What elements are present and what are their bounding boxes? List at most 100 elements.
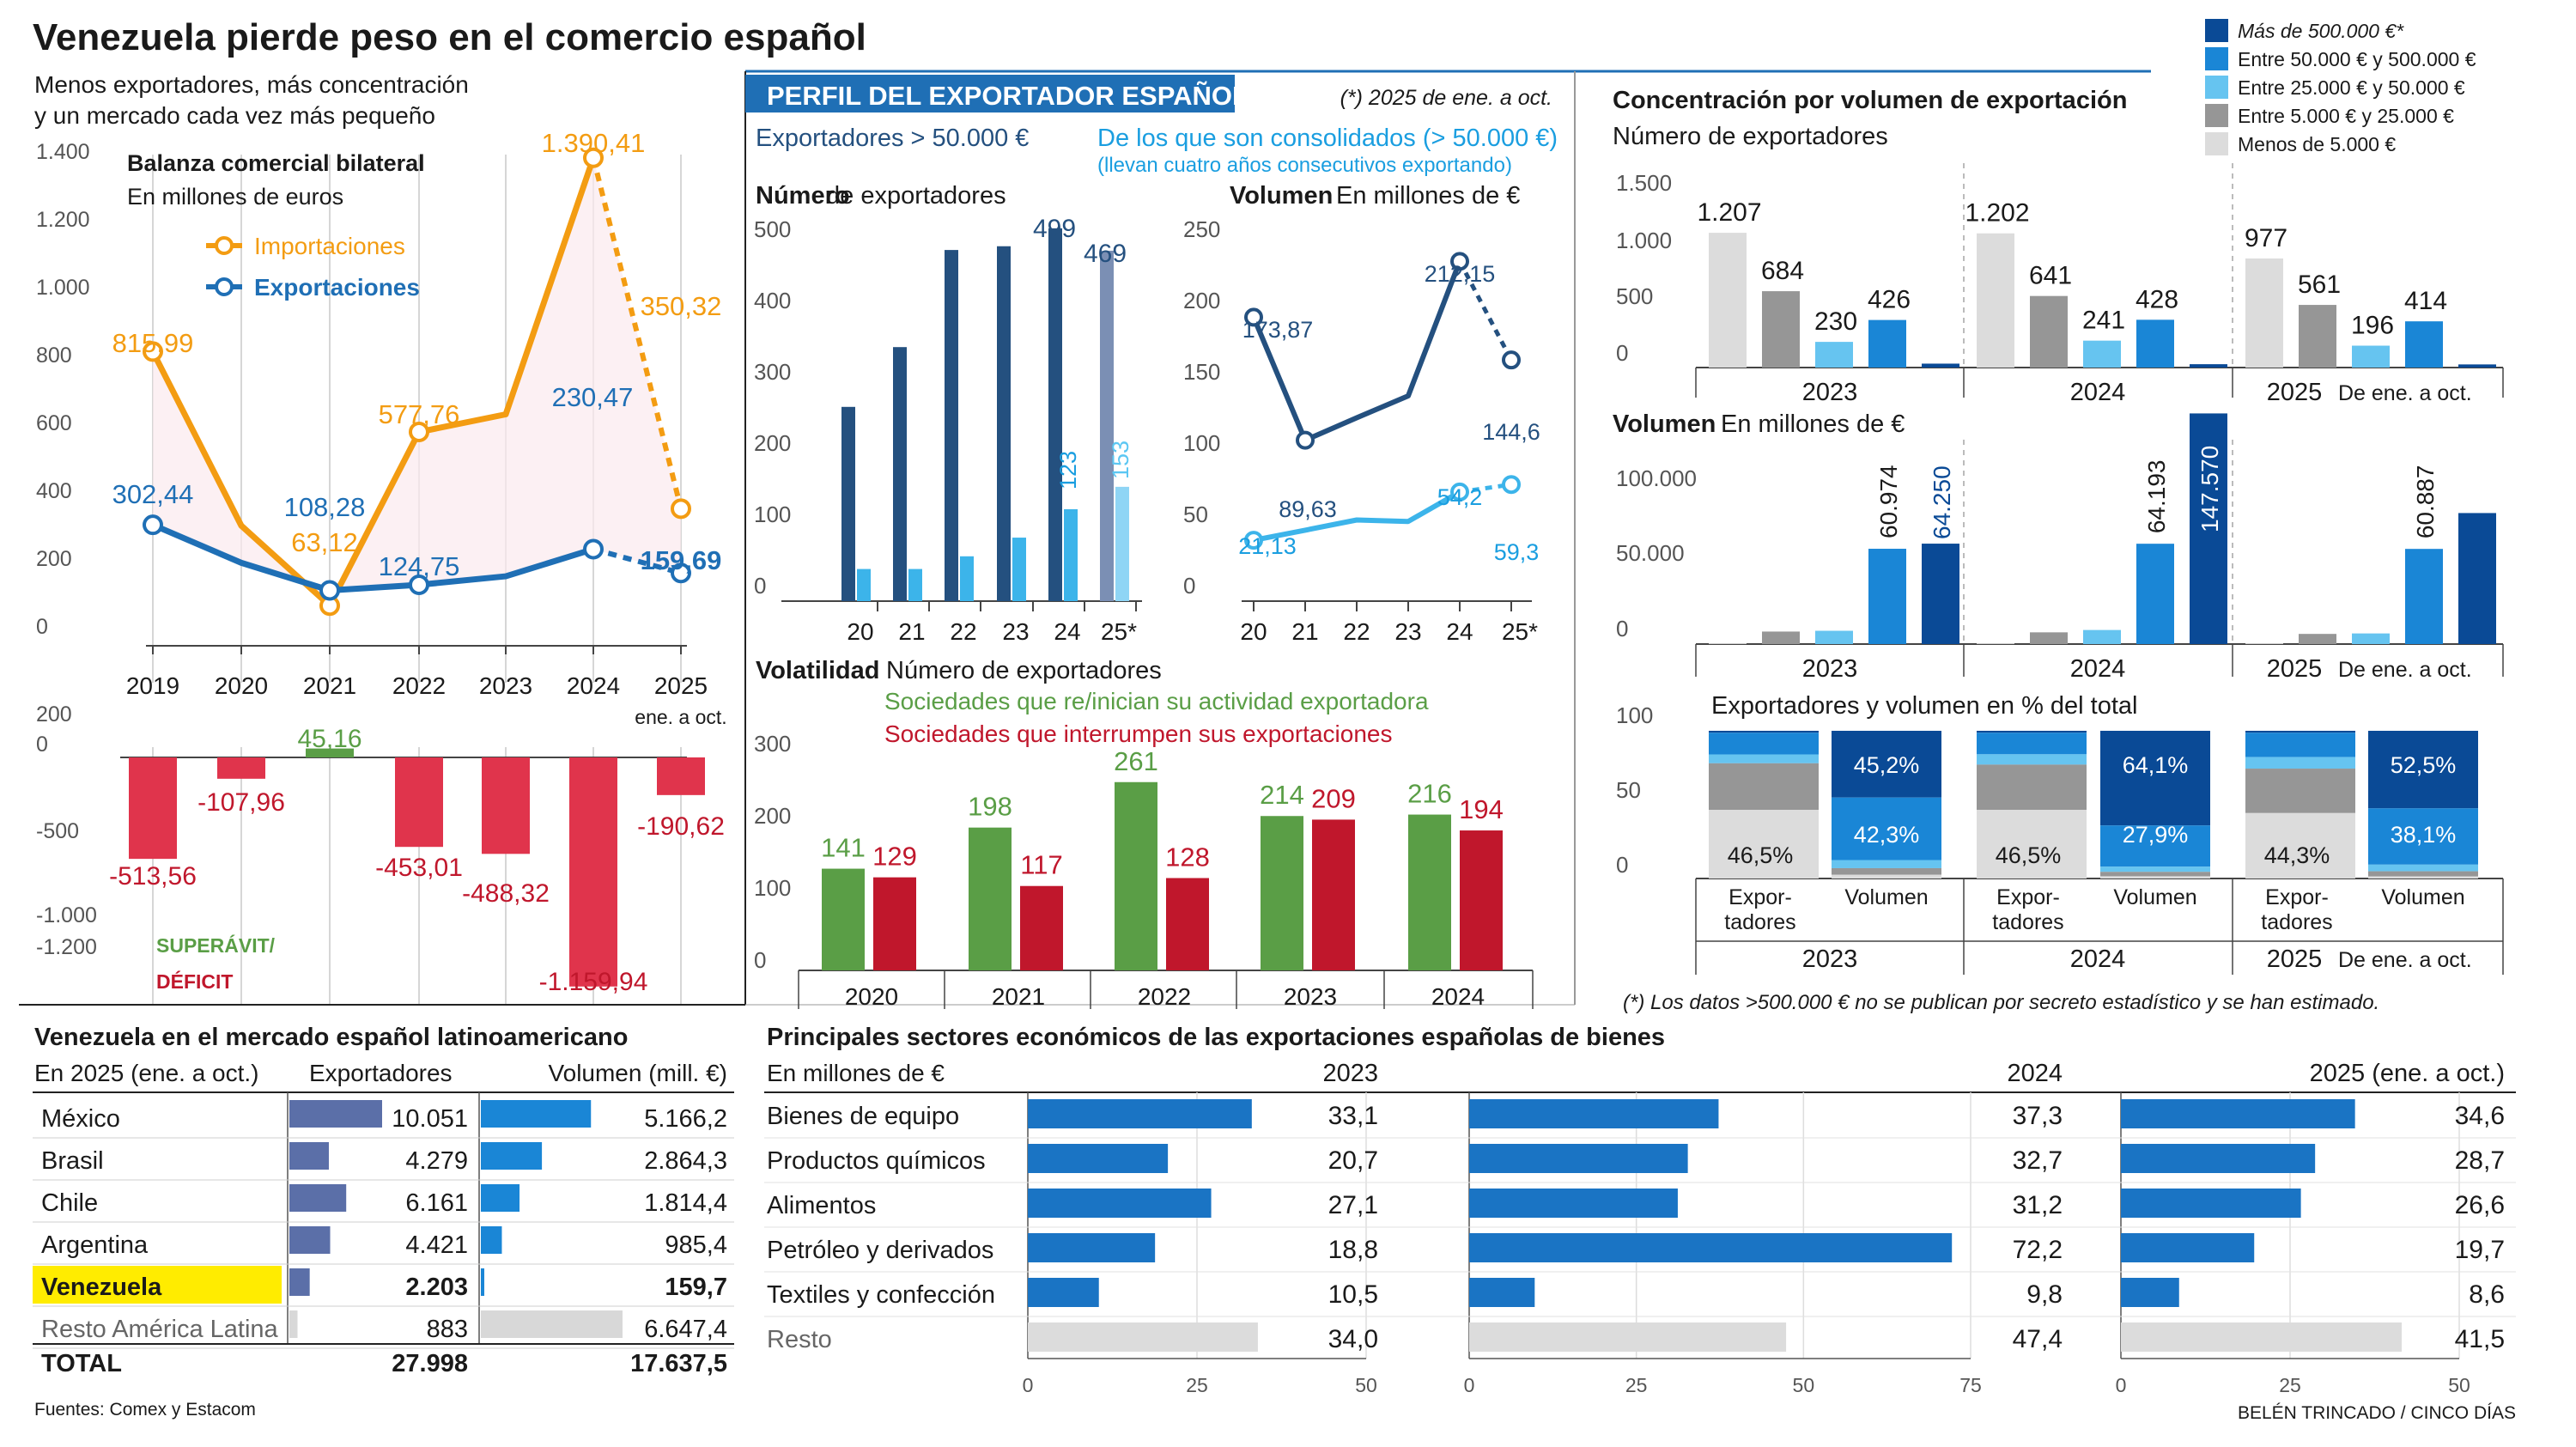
column-label: Expor- [1728, 885, 1792, 909]
chart-subtitle: En millones de euros [127, 184, 343, 210]
importaciones-line [149, 156, 597, 609]
sector-value: 20,7 [1328, 1146, 1378, 1175]
exportaciones-value: 159,69 [641, 545, 722, 575]
exportadores-pct-segment [1977, 764, 2087, 811]
year-label: 2024 [2070, 655, 2126, 683]
chart-title-rest: En millones de € [1721, 410, 1905, 438]
x-tick-label: 25* [1101, 618, 1137, 645]
sector-label: Petróleo y derivados [767, 1237, 993, 1264]
table-total-label: TOTAL [41, 1350, 122, 1377]
y-tick: 500 [1616, 283, 1653, 309]
volumen-pct-segment [1832, 731, 1941, 798]
volumen-bar [1762, 631, 1800, 644]
footer-sources: Fuentes: Comex y Estacom [34, 1400, 256, 1420]
y-tick: 1.500 [1616, 170, 1672, 196]
exportadores-value: 2.203 [405, 1274, 468, 1301]
concentracion-bar [2136, 319, 2174, 368]
interrumpen-value: 129 [872, 842, 917, 872]
interrumpen-bar [1166, 878, 1209, 970]
reinician-value: 141 [821, 833, 866, 863]
volumen-value: 985,4 [665, 1231, 727, 1259]
x-tick-label: 22 [950, 618, 976, 645]
exportadores-pct-segment [1709, 731, 1819, 733]
deficit-value: -513,56 [109, 862, 197, 891]
volumen-value: 6.647,4 [644, 1316, 727, 1343]
reinician-value: 198 [968, 792, 1012, 822]
volumen-point [1450, 252, 1469, 271]
volumen-value: 89,63 [1279, 496, 1337, 522]
resto-bar [2121, 1322, 2403, 1352]
exportadores-bar [289, 1310, 298, 1338]
volumen-bar [2299, 634, 2336, 644]
y-tick: 150 [1183, 359, 1220, 385]
exportaciones-point [409, 574, 429, 595]
year-label: 2023 [1802, 945, 1858, 973]
consolidados-bar [857, 568, 871, 601]
chart-title: Número [756, 182, 850, 210]
volumen-pct-segment [2100, 876, 2210, 879]
sector-bar [1028, 1189, 1212, 1218]
x-tick-label: 2021 [303, 672, 356, 699]
chart-title: Exportadores y volumen en % del total [1711, 692, 2138, 720]
exportadores-bar [289, 1100, 382, 1128]
sector-value: 26,6 [2455, 1191, 2505, 1219]
volumen-bar [1868, 549, 1906, 644]
concentracion-bar [1922, 363, 1959, 368]
volumen-bar [2245, 643, 2283, 644]
y-tick: 0 [1616, 340, 1628, 366]
legend-reinician: Sociedades que re/inician su actividad e… [884, 688, 1429, 714]
volumen-value: 173,87 [1242, 317, 1314, 343]
exportadores-pct-value: 46,5% [1996, 842, 2062, 868]
exportadores-pct-segment [2245, 769, 2355, 813]
volumen-value: 64.193 [2143, 460, 2170, 534]
y-tick: 500 [754, 216, 791, 242]
reinician-bar [969, 827, 1012, 970]
legend-importaciones: Importaciones [254, 233, 405, 259]
exportaciones-value: 124,75 [379, 551, 460, 581]
perfil-note: (*) 2025 de ene. a oct. [1340, 86, 1552, 110]
panel-year: 2025 (ene. a oct.) [2310, 1060, 2505, 1087]
deficit-value: -453,01 [375, 854, 463, 882]
volumen-pct-value: 45,2% [1854, 752, 1920, 778]
sector-value: 33,1 [1328, 1102, 1378, 1130]
x-tick-label: 2020 [215, 672, 268, 699]
x-tick-label: 2025 [654, 672, 708, 699]
concentracion-bar [2190, 364, 2227, 368]
panel-year: 2023 [1322, 1060, 1378, 1087]
table-col-exportadores: Exportadores [309, 1060, 453, 1086]
consolidados-volumen-value: 59,3 [1494, 539, 1540, 565]
consolidados-volumen-value: 54,2 [1437, 484, 1483, 510]
concentracion-value: 426 [1868, 286, 1911, 314]
concentracion-bar [2245, 258, 2283, 368]
concentracion-bar [2405, 321, 2443, 368]
exportadores-pct-segment [2245, 731, 2355, 733]
volumen-pct-segment [2100, 866, 2210, 872]
exportadores-pct-segment [1977, 731, 2087, 733]
exportadores-pct-segment [1977, 810, 2087, 879]
panel-tick: 0 [1464, 1374, 1475, 1396]
exportadores-bar [945, 250, 958, 601]
banner-title: PERFIL DEL EXPORTADOR ESPAÑOL [767, 81, 1249, 111]
interrumpen-bar [1460, 830, 1503, 970]
volumen-value: 64.250 [1929, 465, 1955, 539]
y-tick: 300 [754, 731, 791, 757]
y-tick: 50.000 [1616, 540, 1685, 566]
sector-value: 47,4 [2013, 1325, 2063, 1353]
volumen-value: 83.830 [2465, 407, 2492, 481]
chart-title: Balanza comercial bilateral [127, 150, 425, 176]
sector-value: 8,6 [2469, 1280, 2505, 1309]
table-country: Argentina [41, 1231, 149, 1259]
sector-value: 27,1 [1328, 1191, 1378, 1219]
sector-bar [2121, 1144, 2316, 1173]
concentracion-value: 230 [1814, 307, 1857, 336]
y-tick: 50 [1616, 777, 1641, 803]
exportadores-pct-segment [1977, 733, 2087, 755]
concentracion-bar [2030, 295, 2068, 368]
y-tick: -1.200 [36, 935, 97, 959]
y-tick: 100 [1616, 702, 1653, 728]
consolidados-volumen-line [1253, 489, 1461, 544]
legend-marker-importaciones [215, 236, 234, 255]
deficit-value: -1.159,94 [539, 968, 648, 996]
panel-tick: 75 [1959, 1374, 1982, 1396]
concentracion-bar [1815, 342, 1853, 368]
